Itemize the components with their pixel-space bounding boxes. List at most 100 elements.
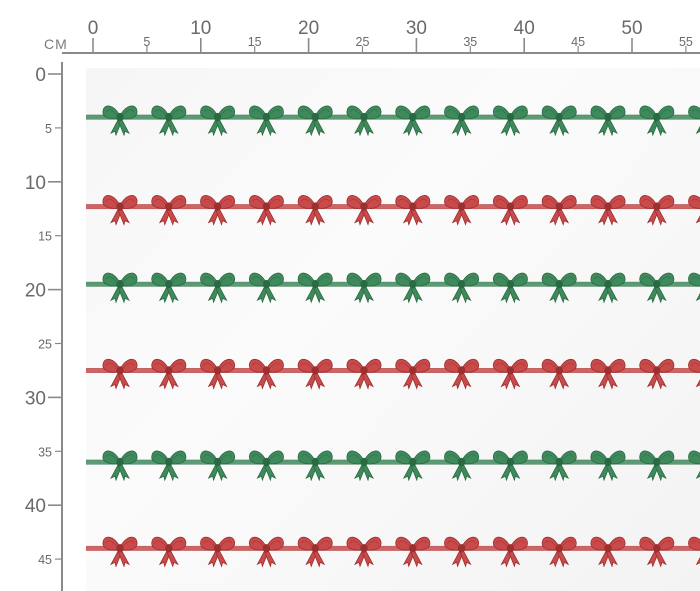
bow [444,358,480,390]
bow [102,358,138,390]
bow [346,272,382,304]
bow [395,105,431,137]
bow [541,195,577,226]
bow [492,195,528,226]
bow [151,105,187,137]
bow [151,195,187,226]
bow [248,272,284,304]
ribbon-band [86,282,700,287]
major-tick-label: 50 [621,18,642,39]
bow [200,272,236,304]
bow [639,272,675,304]
bow [590,536,626,568]
ruler-unit-label: CM [44,36,68,52]
ribbon-band [86,204,700,209]
bow [639,450,675,482]
minor-tick-label: 15 [38,230,52,244]
bow [248,105,284,137]
bow [444,195,480,226]
bow [248,195,284,226]
bow [297,358,333,390]
major-tick-label: 0 [35,65,46,86]
bow [395,272,431,304]
ribbon-row-red [86,195,700,226]
bow [444,536,480,568]
bow [297,195,333,226]
bow [102,272,138,304]
major-tick-label: 40 [25,496,46,517]
fabric-swatch [86,68,700,591]
minor-tick-label: 45 [571,35,585,49]
bow [541,536,577,568]
bow [444,105,480,137]
bow [248,450,284,482]
ribbon-row-green [86,105,700,137]
bow [590,358,626,390]
bow [248,358,284,390]
bow [590,450,626,482]
bow [688,358,700,388]
bow [297,536,333,568]
bow [346,105,382,137]
bow [492,105,528,137]
bow [590,272,626,304]
bow [102,450,138,482]
major-tick-label: 10 [25,173,46,194]
bow [688,272,700,302]
minor-tick-label: 25 [38,338,52,352]
major-tick-label: 10 [190,18,211,39]
bow [248,536,284,568]
major-tick-label: 20 [298,18,319,39]
bow [444,272,480,304]
bow [151,272,187,304]
bow [151,450,187,482]
minor-tick-label: 35 [38,445,52,459]
ribbon-band [86,546,700,551]
bow [688,195,700,224]
bow [688,105,700,135]
bow [346,195,382,226]
ribbon-row-green [86,450,700,482]
major-tick-label: 20 [25,281,46,302]
bow [541,272,577,304]
bow [492,272,528,304]
bow [346,450,382,482]
bow [590,195,626,226]
bow [200,358,236,390]
bow [395,536,431,568]
major-tick-label: 40 [514,18,535,39]
minor-tick-label: 35 [463,35,477,49]
minor-tick-label: 25 [356,35,370,49]
bow [444,450,480,482]
ribbon-band [86,459,700,465]
bow [297,105,333,137]
vertical-ruler: 0 10 20 30 40 5 15 25 35 45 [25,62,63,591]
minor-tick-label: 5 [143,35,150,49]
bow [395,450,431,482]
bow [541,450,577,482]
bow [639,195,675,226]
horizontal-ruler: 0 10 20 30 40 50 5 15 25 35 45 55 [62,18,700,54]
bow [395,195,431,226]
bow [200,450,236,482]
major-tick-label: 30 [25,388,46,409]
ribbon-row-green [86,272,700,304]
bow [102,536,138,568]
ribbon-row-red [86,358,700,390]
bow [200,105,236,137]
bow [688,536,700,566]
bow [492,536,528,568]
bow [541,105,577,137]
bow [541,358,577,390]
minor-tick-label: 45 [38,553,52,567]
bow [590,105,626,137]
minor-tick-label: 15 [248,35,262,49]
major-tick-label: 30 [406,18,427,39]
bow [151,358,187,390]
bow [639,358,675,390]
ribbon-band [86,368,700,373]
bow [688,450,700,479]
bow [639,536,675,568]
bow [395,358,431,390]
bow [102,105,138,137]
